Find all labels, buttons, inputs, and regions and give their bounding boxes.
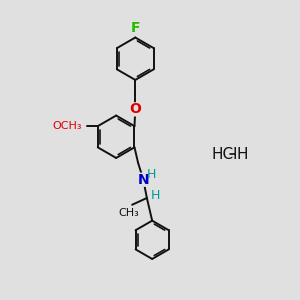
Text: HCl: HCl: [212, 147, 238, 162]
Text: H: H: [237, 147, 248, 162]
Text: O: O: [129, 102, 141, 116]
Text: OCH₃: OCH₃: [52, 121, 82, 131]
Text: H: H: [150, 189, 160, 202]
Text: F: F: [130, 21, 140, 35]
Text: H: H: [147, 168, 156, 181]
Text: CH₃: CH₃: [119, 208, 140, 218]
Text: N: N: [137, 173, 149, 187]
